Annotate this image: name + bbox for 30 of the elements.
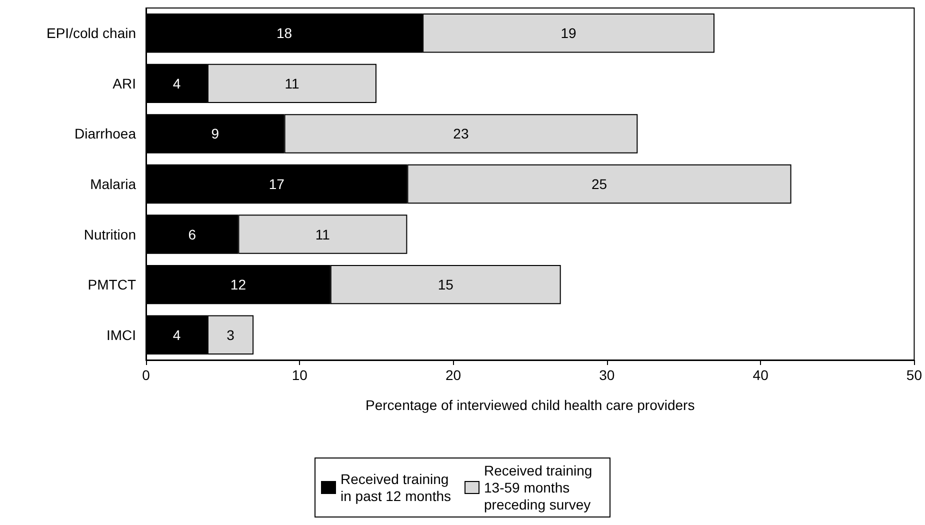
y-tick-label: ARI [112, 75, 136, 92]
x-tick-label: 50 [906, 367, 922, 383]
data-label: 23 [453, 126, 469, 142]
data-label: 11 [284, 75, 300, 92]
x-tick-label: 0 [142, 367, 150, 383]
x-tick-label: 10 [292, 367, 308, 383]
y-tick-label: Diarrhoea [74, 126, 136, 142]
data-label: 11 [315, 226, 330, 242]
y-tick-label: IMCI [106, 326, 136, 343]
y-tick-label: Malaria [90, 176, 136, 192]
legend-label: Received training in past 12 months [340, 471, 453, 504]
data-label: 15 [438, 276, 454, 293]
data-label: 6 [188, 226, 196, 242]
x-tick-label: 40 [752, 367, 769, 383]
y-tick-label: EPI/cold chain [46, 25, 136, 42]
data-label: 3 [226, 326, 235, 343]
data-label: 18 [276, 25, 292, 42]
legend-label: Received training 13-59 months preceding survey [484, 462, 596, 512]
data-label: 4 [172, 326, 181, 343]
data-label: 19 [560, 25, 577, 42]
data-label: 12 [230, 276, 246, 293]
data-label: 25 [591, 176, 608, 192]
data-label: 9 [211, 126, 220, 142]
y-tick-label: Nutrition [84, 226, 136, 242]
data-label: 17 [268, 176, 285, 192]
data-label: 4 [172, 75, 181, 92]
x-tick-label: 30 [599, 367, 615, 383]
x-tick-label: 20 [445, 367, 462, 383]
x-axis-title: Percentage of interviewed child health care providers [366, 397, 695, 413]
y-tick-label: PMTCT [88, 276, 136, 293]
